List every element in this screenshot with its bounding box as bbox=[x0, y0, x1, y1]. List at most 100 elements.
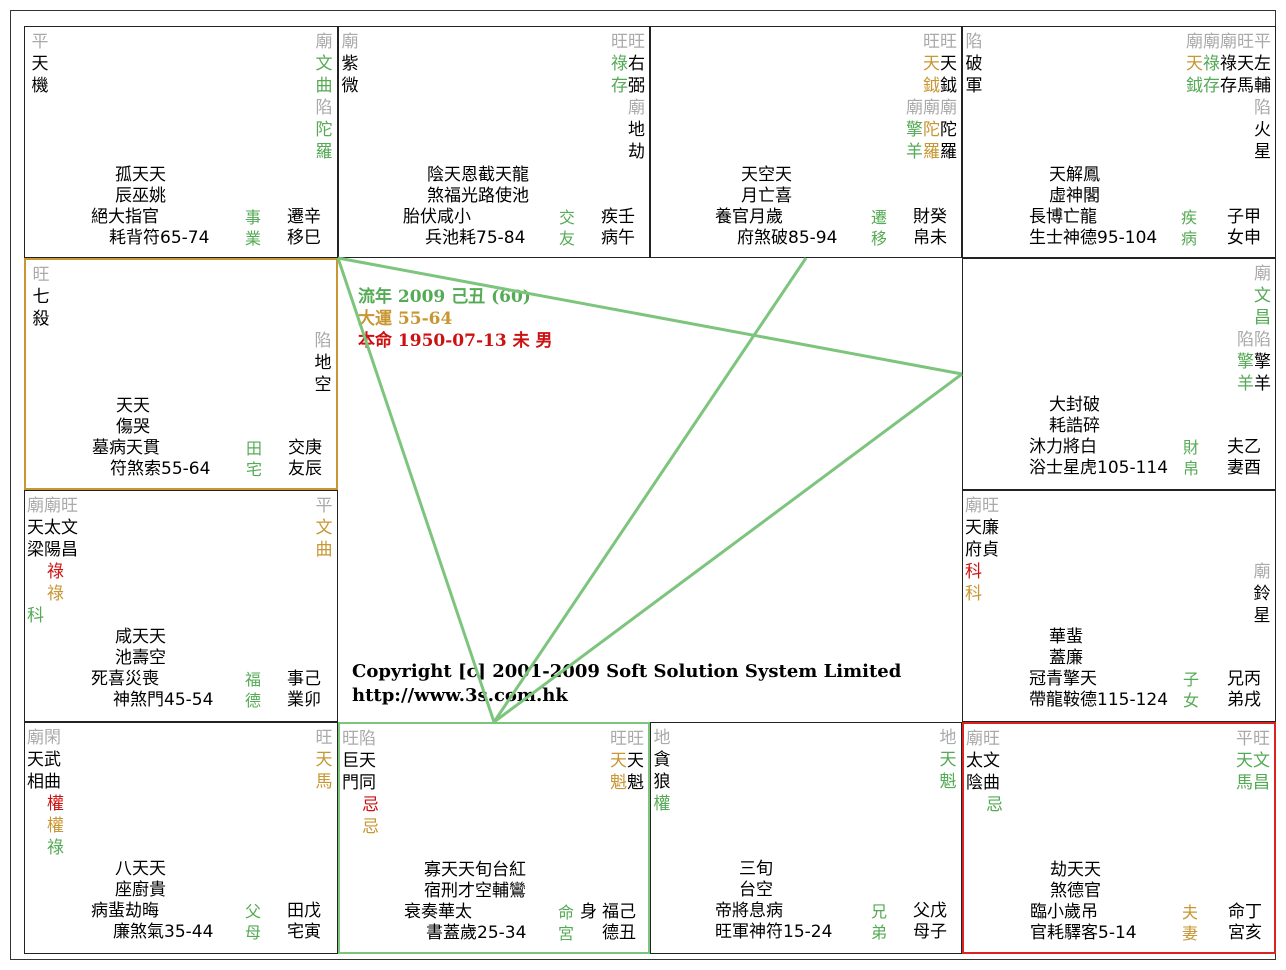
minor-stars-block: 陰天恩截天龍 煞福光路使池 bbox=[427, 165, 529, 206]
major-stars-left: 廟 紫 微 bbox=[341, 32, 359, 96]
major-stars-left: 平 天 機 bbox=[31, 31, 49, 97]
palace-zi[interactable]: 地 貪 狼 權 地 天 魁 三旬 台空 帝將息病 旺軍神符15-24 兄弟 父戊 母子 bbox=[650, 722, 962, 954]
dayun-label: 大運 55-64 bbox=[358, 309, 453, 329]
stem-branch: 交庚 友辰 bbox=[288, 438, 322, 479]
minor-stars-block-2: 冠青擎天 帶龍鞍德115-124 bbox=[1029, 669, 1169, 710]
palace-xu[interactable]: 廟旺 天廉 府貞 科 科 廟 鈴 星 華蜚 蓋廉 冠青擎天 帶龍鞍德115-124 … bbox=[962, 490, 1276, 722]
major-stars-left: 旺陷 巨天 門同 忌 忌 bbox=[342, 729, 379, 837]
minor-stars-block: 孤天天 辰巫姚 bbox=[115, 165, 166, 207]
minor-stars-block-2: 墓病天貫 符煞索55-64 bbox=[92, 438, 211, 479]
minor-row: 辰巫姚 bbox=[115, 186, 166, 206]
minor-stars-block: 八天天 座廚貴 bbox=[115, 859, 166, 900]
stem-branch: 疾壬 病午 bbox=[601, 207, 635, 248]
minor-stars-block-2: 病蜚劫晦 廉煞氣35-44 bbox=[91, 901, 214, 942]
stem-branch: 事己 業卯 bbox=[287, 669, 321, 710]
stem-branch: 父戊 母子 bbox=[913, 901, 947, 942]
brightness: 廟 bbox=[315, 32, 333, 52]
star-char: 陀 bbox=[315, 120, 333, 140]
palace-label: 事業 bbox=[244, 208, 261, 248]
minor-stars-right: 廟廟廟旺平 天祿祿天左 鉞存存馬輔 陷 火 星 bbox=[1186, 32, 1271, 162]
stem-branch: 財癸 帛未 bbox=[913, 207, 947, 248]
minor-stars-right: 廟 文 昌 陷陷 擎擎 羊羊 bbox=[1237, 264, 1271, 394]
palace-wei[interactable]: 旺旺 天天 鉞鉞 廟廟廟 擎陀陀 羊羅羅 天空天 月亡喜 養官月歲 府煞破85-94… bbox=[650, 26, 962, 258]
palace-you[interactable]: 廟 文 昌 陷陷 擎擎 羊羊 大封破 耗誥碎 沐力將白 浴士星虎105-114 財帛… bbox=[962, 258, 1276, 490]
palace-shen[interactable]: 陷 破 軍 廟廟廟旺平 天祿祿天左 鉞存存馬輔 陷 火 星 天解鳳 虛神閣 長博亡… bbox=[962, 26, 1276, 258]
minor-stars-block: 三旬 台空 bbox=[739, 859, 773, 900]
palace-si[interactable]: 平 天 機 廟 文 曲 陷 陀 羅 孤天天 辰巫姚 絕大指官 耗背符65-74 事業… bbox=[24, 26, 338, 258]
star-char: 曲 bbox=[315, 76, 333, 96]
major-stars-left: 旺 七 殺 bbox=[32, 265, 50, 329]
palace-label: 遷移 bbox=[870, 208, 887, 248]
palace-wu[interactable]: 廟 紫 微 旺旺 祿右 存弼 廟 地 劫 陰天恩截天龍 煞福光路使池 胎伏咸小 兵池… bbox=[338, 26, 650, 258]
stem-branch: 子甲 女申 bbox=[1227, 207, 1261, 248]
minor-stars-right: 旺 天 馬 bbox=[315, 728, 333, 792]
minor-stars-block-2: 死喜災喪 神煞門45-54 bbox=[91, 669, 214, 710]
palace-label: 子女 bbox=[1182, 670, 1199, 710]
minor-stars-right: 平 文 曲 bbox=[315, 496, 333, 560]
brightness: 陷 bbox=[315, 98, 333, 118]
minor-stars-right: 平旺 天文 馬昌 bbox=[1236, 729, 1270, 793]
shen-palace-mark: 身 bbox=[580, 902, 597, 922]
minor-row: 孤天天 bbox=[115, 165, 166, 185]
minor-stars-right: 廟 文 曲 陷 陀 羅 bbox=[315, 31, 333, 163]
palace-label: 夫妻 bbox=[1181, 903, 1198, 943]
palace-label: 父母 bbox=[244, 902, 261, 942]
website-url[interactable]: http://www.3s.com.hk bbox=[352, 685, 568, 706]
palace-label: 命宮 bbox=[557, 903, 574, 943]
stem-branch: 遷辛 移巳 bbox=[287, 207, 321, 248]
palace-chou[interactable]: 旺陷 巨天 門同 忌 忌 旺旺 天天 魁魁 寡天天旬台紅 宿刑才空輔鸞 衰奏華太書… bbox=[338, 722, 650, 954]
minor-stars-block: 天空天 月亡喜 bbox=[741, 165, 792, 206]
minor-stars-block-2: 沐力將白 浴士星虎105-114 bbox=[1029, 437, 1169, 478]
brightness: 平 bbox=[31, 32, 49, 52]
minor-stars-right: 地 天 魁 bbox=[939, 728, 957, 792]
copyright-text: Copyright [c] 2001-2009 Soft Solution Sy… bbox=[352, 661, 902, 682]
major-stars-left: 地 貪 狼 權 bbox=[653, 728, 671, 814]
palace-label: 兄弟 bbox=[870, 902, 887, 942]
minor-stars-block: 華蜚 蓋廉 bbox=[1049, 627, 1083, 668]
stem-branch: 福己 德丑 bbox=[602, 902, 636, 943]
minor-stars-right: 旺旺 祿右 存弼 廟 地 劫 bbox=[611, 32, 645, 162]
minor-stars-block-2: 衰奏華太 書蓋歲25-34 bbox=[404, 902, 527, 943]
minor-stars-right: 廟 鈴 星 bbox=[1253, 562, 1271, 626]
stem-branch: 田戊 宅寅 bbox=[287, 901, 321, 942]
major-stars-left: 廟閑 天武 相曲 權 權 祿 bbox=[27, 728, 64, 858]
minor-stars-block-2: 帝將息病 旺軍神符15-24 bbox=[715, 901, 833, 942]
stem-branch: 兄丙 弟戌 bbox=[1227, 669, 1261, 710]
palace-label: 田宅 bbox=[245, 439, 262, 479]
minor-stars-block: 天天 傷哭 bbox=[116, 396, 150, 437]
minor-stars-block-2: 長博亡龍 生士神德95-104 bbox=[1029, 207, 1158, 248]
benming-label: 本命 1950-07-13 未 男 bbox=[358, 331, 553, 351]
palace-label: 福德 bbox=[244, 670, 261, 710]
palace-yin[interactable]: 廟閑 天武 相曲 權 權 祿 旺 天 馬 八天天 座廚貴 病蜚劫晦 廉煞氣35-44… bbox=[24, 722, 338, 954]
minor-stars-block: 大封破 耗誥碎 bbox=[1049, 395, 1100, 436]
palace-label: 疾病 bbox=[1180, 208, 1197, 248]
palace-label: 財帛 bbox=[1182, 438, 1199, 478]
minor-stars-right: 旺旺 天天 魁魁 bbox=[610, 729, 644, 793]
minor-row: 耗背符65-74 bbox=[109, 228, 210, 248]
minor-stars-right: 旺旺 天天 鉞鉞 廟廟廟 擎陀陀 羊羅羅 bbox=[906, 32, 957, 162]
minor-stars-block: 天解鳳 虛神閣 bbox=[1049, 165, 1100, 206]
star-char: 羅 bbox=[315, 142, 333, 162]
center-panel: 流年 2009 己丑 (60) 大運 55-64 本命 1950-07-13 未… bbox=[338, 258, 962, 722]
liunian-label: 流年 2009 己丑 (60) bbox=[358, 287, 531, 307]
minor-stars-block: 寡天天旬台紅 宿刑才空輔鸞 bbox=[424, 860, 526, 901]
minor-row: 絕大指官 bbox=[91, 207, 159, 227]
palace-hai[interactable]: 廟旺 太文 陰曲 忌 平旺 天文 馬昌 劫天天 煞德官 臨小歲吊 官耗驛客5-14 … bbox=[962, 722, 1276, 954]
minor-stars-right: 陷 地 空 bbox=[314, 331, 332, 395]
major-stars-left: 陷 破 軍 bbox=[965, 32, 983, 96]
stem-branch: 夫乙 妻酉 bbox=[1227, 437, 1261, 478]
palace-chen[interactable]: 旺 七 殺 陷 地 空 天天 傷哭 墓病天貫 符煞索55-64 田宅 交庚 友辰 bbox=[24, 258, 338, 490]
palace-mao[interactable]: 廟廟旺 天太文 梁陽昌 祿 祿 科 平 文 曲 咸天天 池壽空 死喜災喪 神煞門45… bbox=[24, 490, 338, 722]
star-char: 文 bbox=[315, 54, 333, 74]
star-char: 天 bbox=[31, 54, 49, 74]
stem-branch: 命丁 宮亥 bbox=[1228, 902, 1262, 943]
minor-stars-block-2: 胎伏咸小 兵池耗75-84 bbox=[403, 207, 526, 248]
minor-stars-block: 劫天天 煞德官 bbox=[1050, 860, 1101, 901]
major-stars-left: 廟旺 天廉 府貞 科 科 bbox=[965, 496, 999, 604]
minor-stars-block-2: 養官月歲 府煞破85-94 bbox=[715, 207, 838, 248]
minor-stars-block-2: 絕大指官 耗背符65-74 bbox=[91, 207, 209, 249]
minor-stars-block: 咸天天 池壽空 bbox=[115, 627, 166, 668]
palace-label: 交友 bbox=[558, 208, 575, 248]
major-stars-left: 廟廟旺 天太文 梁陽昌 祿 祿 科 bbox=[27, 496, 78, 626]
major-stars-left: 廟旺 太文 陰曲 忌 bbox=[966, 729, 1003, 815]
